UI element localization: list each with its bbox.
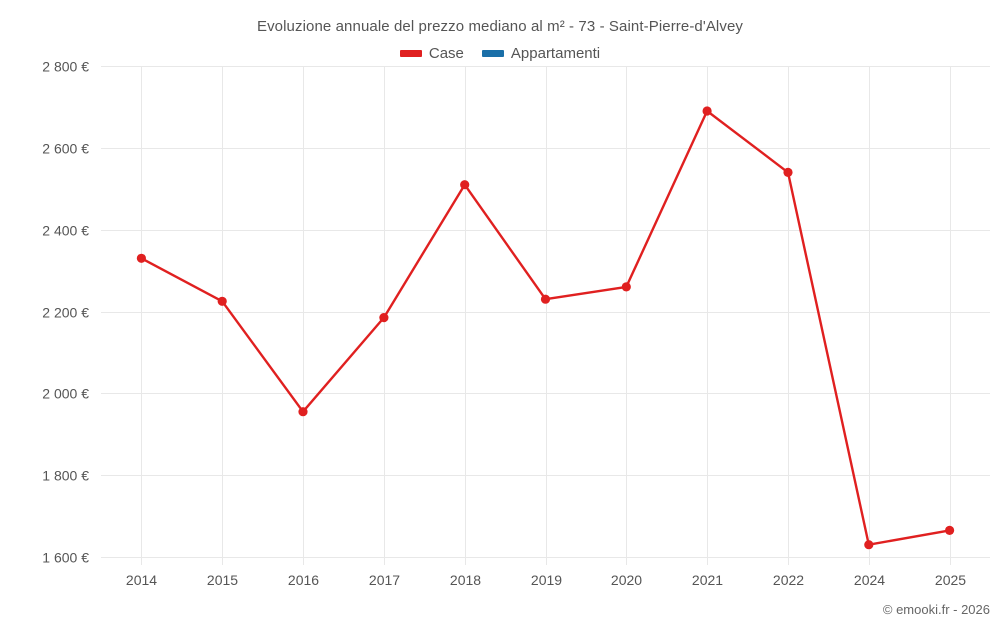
data-point[interactable]: [621, 282, 631, 292]
data-point[interactable]: [379, 313, 389, 323]
x-axis-tick-label: 2022: [773, 572, 804, 588]
data-point[interactable]: [864, 540, 874, 550]
copyright-credit: © emooki.fr - 2026: [882, 602, 990, 617]
data-point[interactable]: [460, 180, 470, 190]
data-point[interactable]: [217, 296, 227, 306]
chart-legend: Case Appartamenti: [0, 45, 1000, 62]
y-axis-tick-label: 2 000 €: [42, 386, 89, 402]
data-point[interactable]: [702, 106, 712, 116]
series-line-case: [140, 109, 951, 546]
x-axis-tick-label: 2025: [935, 572, 966, 588]
y-axis-tick-label: 2 400 €: [42, 223, 89, 239]
y-axis-tick-label: 2 200 €: [42, 305, 89, 321]
data-point[interactable]: [540, 294, 551, 304]
y-axis-labels: 1 600 € 1 800 € 2 000 € 2 200 € 2 400 € 2 600…: [42, 59, 89, 566]
x-axis-tick-label: 2020: [611, 572, 642, 588]
x-axis-tick-label: 2017: [369, 572, 400, 588]
y-axis-tick-label: 2 600 €: [42, 141, 89, 157]
y-axis-tick-label: 1 800 €: [42, 468, 89, 484]
legend-item-case[interactable]: Case: [399, 45, 464, 62]
data-point[interactable]: [298, 407, 308, 417]
legend-label-case: Case: [428, 45, 464, 62]
x-axis-tick-label: 2018: [450, 572, 481, 588]
x-axis-tick-label: 2015: [207, 572, 238, 588]
data-series-layer: [136, 106, 955, 550]
x-axis-tick-label: 2016: [288, 572, 319, 588]
legend-item-appartamenti[interactable]: Appartamenti: [481, 45, 601, 62]
data-point[interactable]: [783, 167, 793, 177]
grid-layer: [101, 66, 990, 565]
x-axis-tick-label: 2024: [854, 572, 885, 588]
y-axis-tick-label: 1 600 €: [42, 550, 89, 566]
legend-swatch-appartamenti: [481, 50, 504, 57]
x-axis-tick-label: 2014: [126, 572, 157, 588]
legend-label-appartamenti: Appartamenti: [510, 45, 601, 62]
data-point[interactable]: [945, 525, 955, 536]
chart-title: Evoluzione annuale del prezzo mediano al…: [256, 18, 744, 35]
x-axis-tick-label: 2021: [692, 572, 723, 588]
data-point[interactable]: [136, 253, 146, 263]
x-axis-tick-label: 2019: [531, 572, 562, 588]
x-axis-labels: 2014 2015 2016 2017 2018 2019 2020 2021 2022 2024…: [126, 572, 966, 588]
y-axis-tick-label: 2 800 €: [42, 59, 89, 75]
legend-swatch-case: [399, 50, 422, 57]
